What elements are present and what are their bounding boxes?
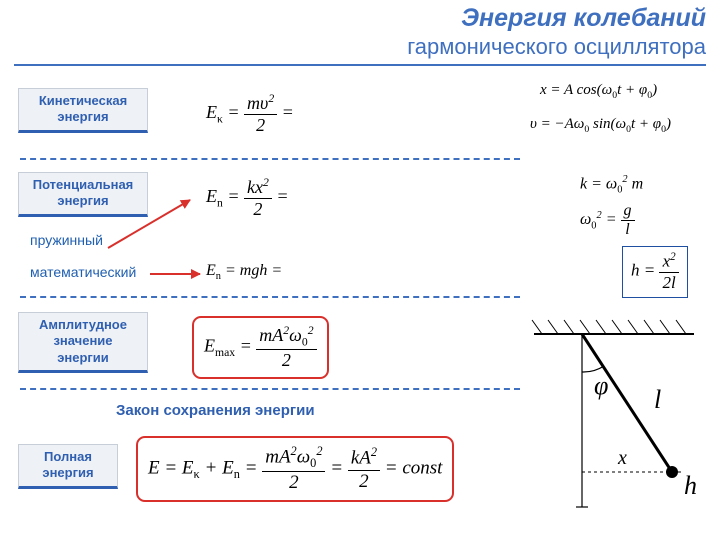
- note-spring: пружинный: [30, 232, 103, 248]
- formula-emax: Emax = mA2ω022: [192, 316, 329, 379]
- formula-omega: ω02 = gl: [580, 202, 635, 239]
- sym-h: h: [684, 471, 697, 500]
- divider-2: [20, 296, 520, 298]
- note-math: математический: [30, 264, 136, 280]
- formula-h: h = x22l: [622, 246, 688, 298]
- formula-v-of-t: υ = −Aω0 sin(ω0t + φ0): [530, 116, 671, 135]
- formula-potential-math: En = mgh =: [206, 262, 282, 282]
- sym-l: l: [654, 385, 661, 414]
- page-subtitle: гармонического осциллятора: [407, 34, 706, 60]
- label-amplitude: Амплитудноезначениеэнергии: [18, 312, 148, 373]
- label-total: Полнаяэнергия: [18, 444, 118, 489]
- divider-3: [20, 388, 520, 390]
- formula-kinetic: Eκ = mυ22 =: [206, 92, 294, 136]
- sym-phi: φ: [594, 371, 608, 400]
- divider-1: [20, 158, 520, 160]
- title-underline: [14, 64, 706, 66]
- label-potential: Потенциальнаяэнергия: [18, 172, 148, 217]
- formula-potential-spring: En = kx22 =: [206, 176, 288, 220]
- pendulum-diagram: φ l x h: [524, 312, 704, 522]
- formula-x-of-t: x = A cos(ω0t + φ0): [540, 82, 657, 101]
- section-conservation: Закон сохранения энергии: [116, 402, 315, 419]
- formula-k: k = ω02 m: [580, 174, 643, 196]
- page-title: Энергия колебаний: [461, 4, 706, 33]
- label-kinetic: Кинетическаяэнергия: [18, 88, 148, 133]
- formula-total: E = Eκ + En = mA2ω022 = kA22 = const: [136, 436, 454, 502]
- sym-x: x: [617, 447, 627, 469]
